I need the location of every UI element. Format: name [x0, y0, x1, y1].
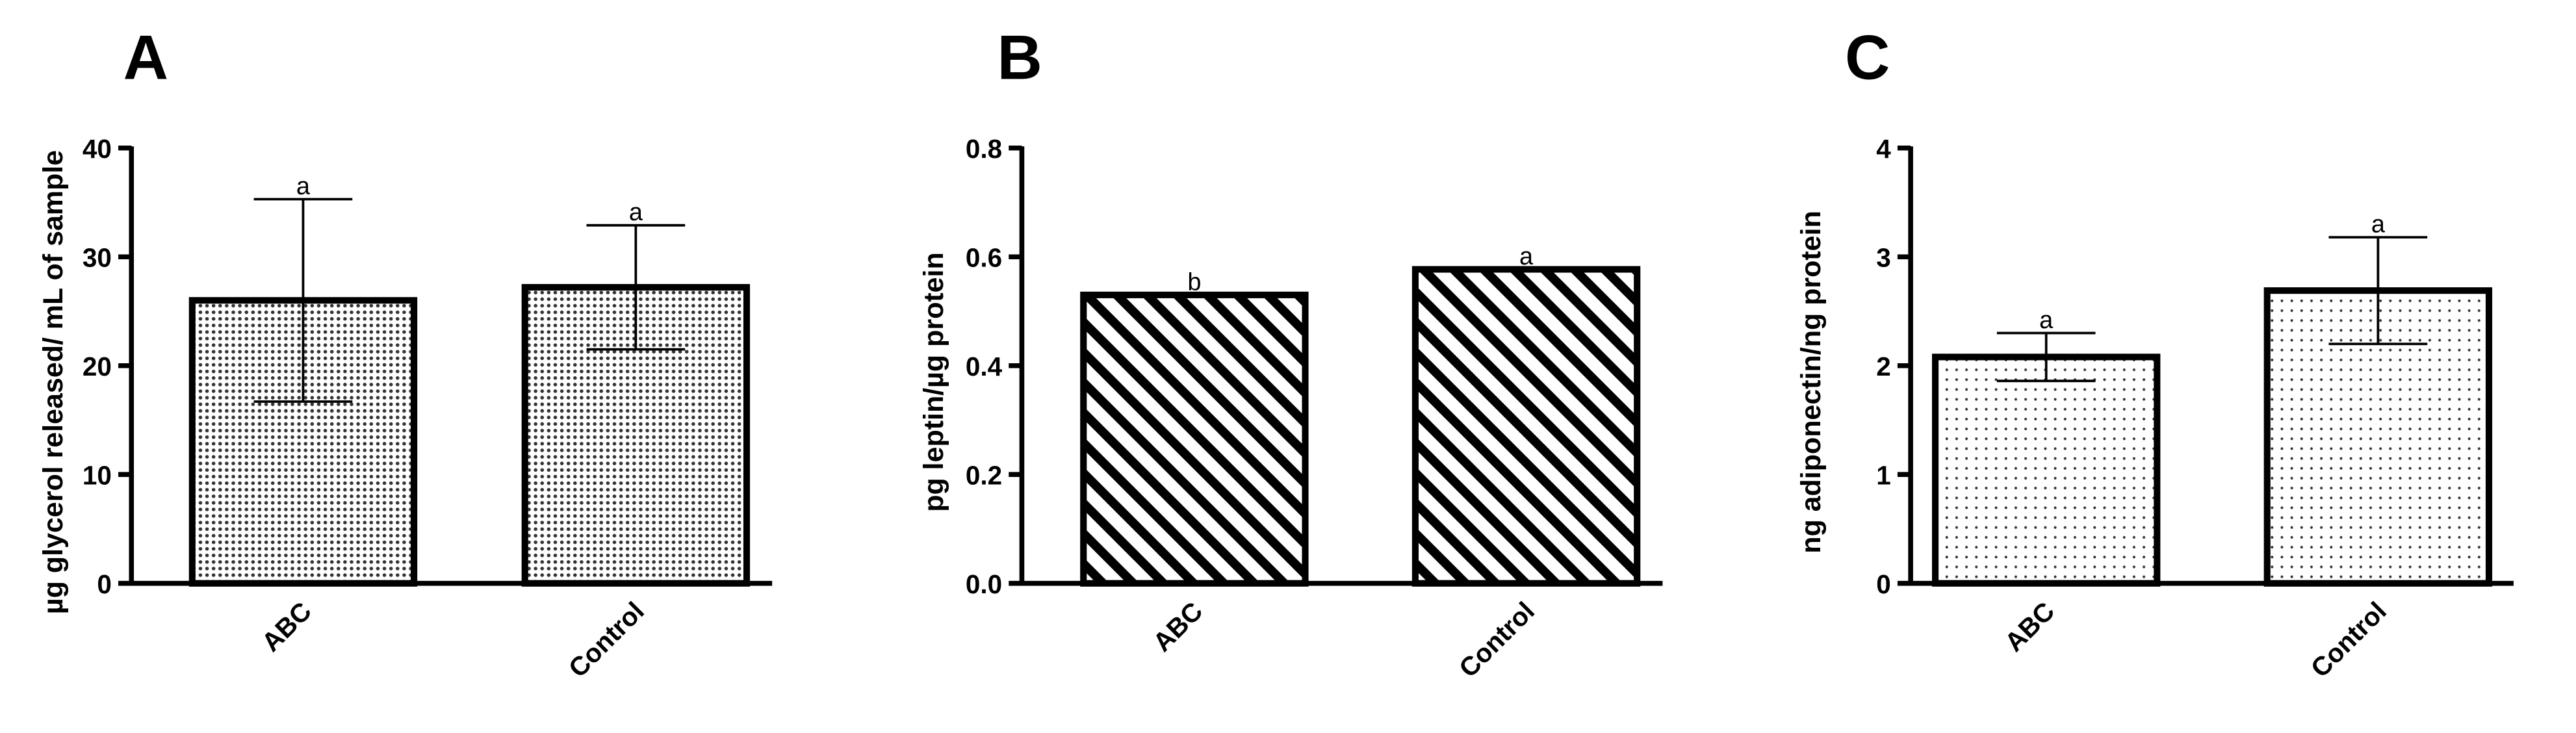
- y-tick-label: 0: [97, 569, 112, 599]
- annotation: a: [296, 173, 311, 200]
- y-tick-label: 2: [1876, 352, 1891, 381]
- annotation: a: [629, 199, 643, 226]
- y-tick-label: 4: [1876, 134, 1891, 164]
- y-axis-label: ng adiponectin/ng protein: [1796, 211, 1827, 554]
- error-bar: [1996, 331, 2096, 383]
- panel-label: C: [1845, 23, 1890, 93]
- y-tick-label: 3: [1876, 242, 1891, 272]
- y-tick-label: 0: [1876, 569, 1891, 599]
- y-axis-label: pg leptin/µg protein: [918, 252, 949, 512]
- annotation: a: [2371, 211, 2386, 238]
- y-tick-label: 30: [83, 242, 112, 272]
- y-tick-label: 10: [83, 460, 112, 490]
- bar: [1931, 354, 2161, 587]
- y-tick-label: 0.6: [966, 242, 1002, 272]
- y-tick-label: 1: [1876, 460, 1891, 490]
- annotation: a: [2039, 307, 2054, 334]
- y-tick-label: 0.8: [966, 134, 1002, 164]
- y-tick-label: 0.2: [966, 460, 1002, 490]
- x-tick-label: Control: [1453, 596, 1540, 683]
- panel-label: A: [123, 23, 168, 93]
- annotation: a: [1519, 243, 1534, 270]
- y-axis-label: µg glycerol released/ mL of sample: [38, 150, 69, 614]
- error-bar: [586, 224, 686, 351]
- bar: [1411, 266, 1641, 587]
- x-tick-label: Control: [563, 596, 650, 683]
- annotation: b: [1187, 268, 1201, 296]
- x-tick-label: Control: [2305, 596, 2392, 683]
- x-tick-label: ABC: [1999, 596, 2060, 657]
- error-bar: [2328, 236, 2428, 346]
- y-tick-label: 0.0: [966, 569, 1002, 599]
- error-bar: [253, 198, 353, 403]
- x-tick-label: ABC: [1147, 596, 1208, 657]
- x-tick-label: ABC: [255, 596, 316, 657]
- y-tick-label: 20: [83, 352, 112, 381]
- y-tick-label: 0.4: [966, 352, 1003, 381]
- panel-label: B: [998, 23, 1042, 93]
- bar: [1080, 291, 1309, 587]
- y-tick-label: 40: [83, 134, 112, 164]
